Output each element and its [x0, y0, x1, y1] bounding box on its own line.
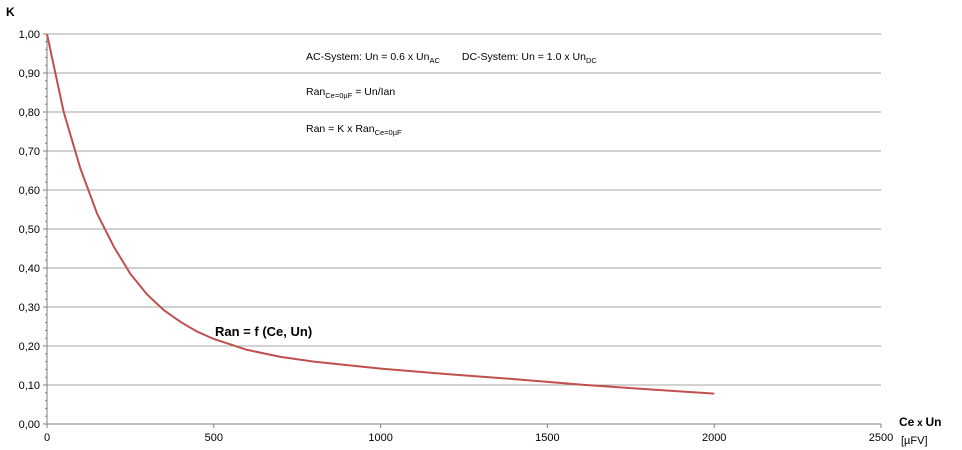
- x-axis-title-un: Un: [925, 415, 941, 429]
- y-tick-label: 0,90: [19, 68, 40, 80]
- y-tick-labels: 0,00 0,10 0,20 0,30 0,40 0,50 0,60 0,70 0,80 0,90…: [19, 29, 40, 431]
- x-axis-title-x: x: [914, 418, 925, 429]
- y-tick-label: 0,70: [19, 146, 40, 158]
- y-tick-label: 0,50: [19, 224, 40, 236]
- x-tick-label: 2000: [702, 432, 726, 444]
- grid-lines: [43, 33, 882, 428]
- annotation-system-voltage: AC-System: Un = 0.6 x UnAC DC-System: Un …: [306, 51, 597, 65]
- y-tick-label: 0,40: [19, 263, 40, 275]
- y-tick-label: 0,00: [19, 419, 40, 431]
- series-label: Ran = f (Ce, Un): [215, 324, 312, 339]
- y-tick-label: 0,10: [19, 380, 40, 392]
- y-tick-label: 0,20: [19, 341, 40, 353]
- x-tick-label: 1500: [535, 432, 559, 444]
- x-axis-title-ce: Ce: [899, 415, 915, 429]
- annotation-ran-k: Ran = K x RanCe=0µF: [306, 123, 402, 137]
- y-tick-label: 0,30: [19, 302, 40, 314]
- x-tick-label: 0: [44, 432, 50, 444]
- y-axis-title: K: [6, 5, 15, 19]
- annotation-ran-base: RanCe=0µF = Un/Ian: [306, 86, 395, 100]
- series-line-ran: [46, 33, 715, 395]
- y-tick-label: 0,60: [19, 185, 40, 197]
- x-tick-label: 2500: [869, 432, 893, 444]
- y-tick-label: 0,80: [19, 107, 40, 119]
- x-tick-labels: 0 500 1000 1500 2000 2500: [44, 432, 893, 444]
- y-tick-label: 1,00: [19, 29, 40, 41]
- x-axis-title: Ce x Un: [899, 415, 941, 429]
- x-axis-unit: [µFV]: [901, 435, 928, 447]
- x-tick-label: 500: [205, 432, 223, 444]
- x-tick-label: 1000: [368, 432, 392, 444]
